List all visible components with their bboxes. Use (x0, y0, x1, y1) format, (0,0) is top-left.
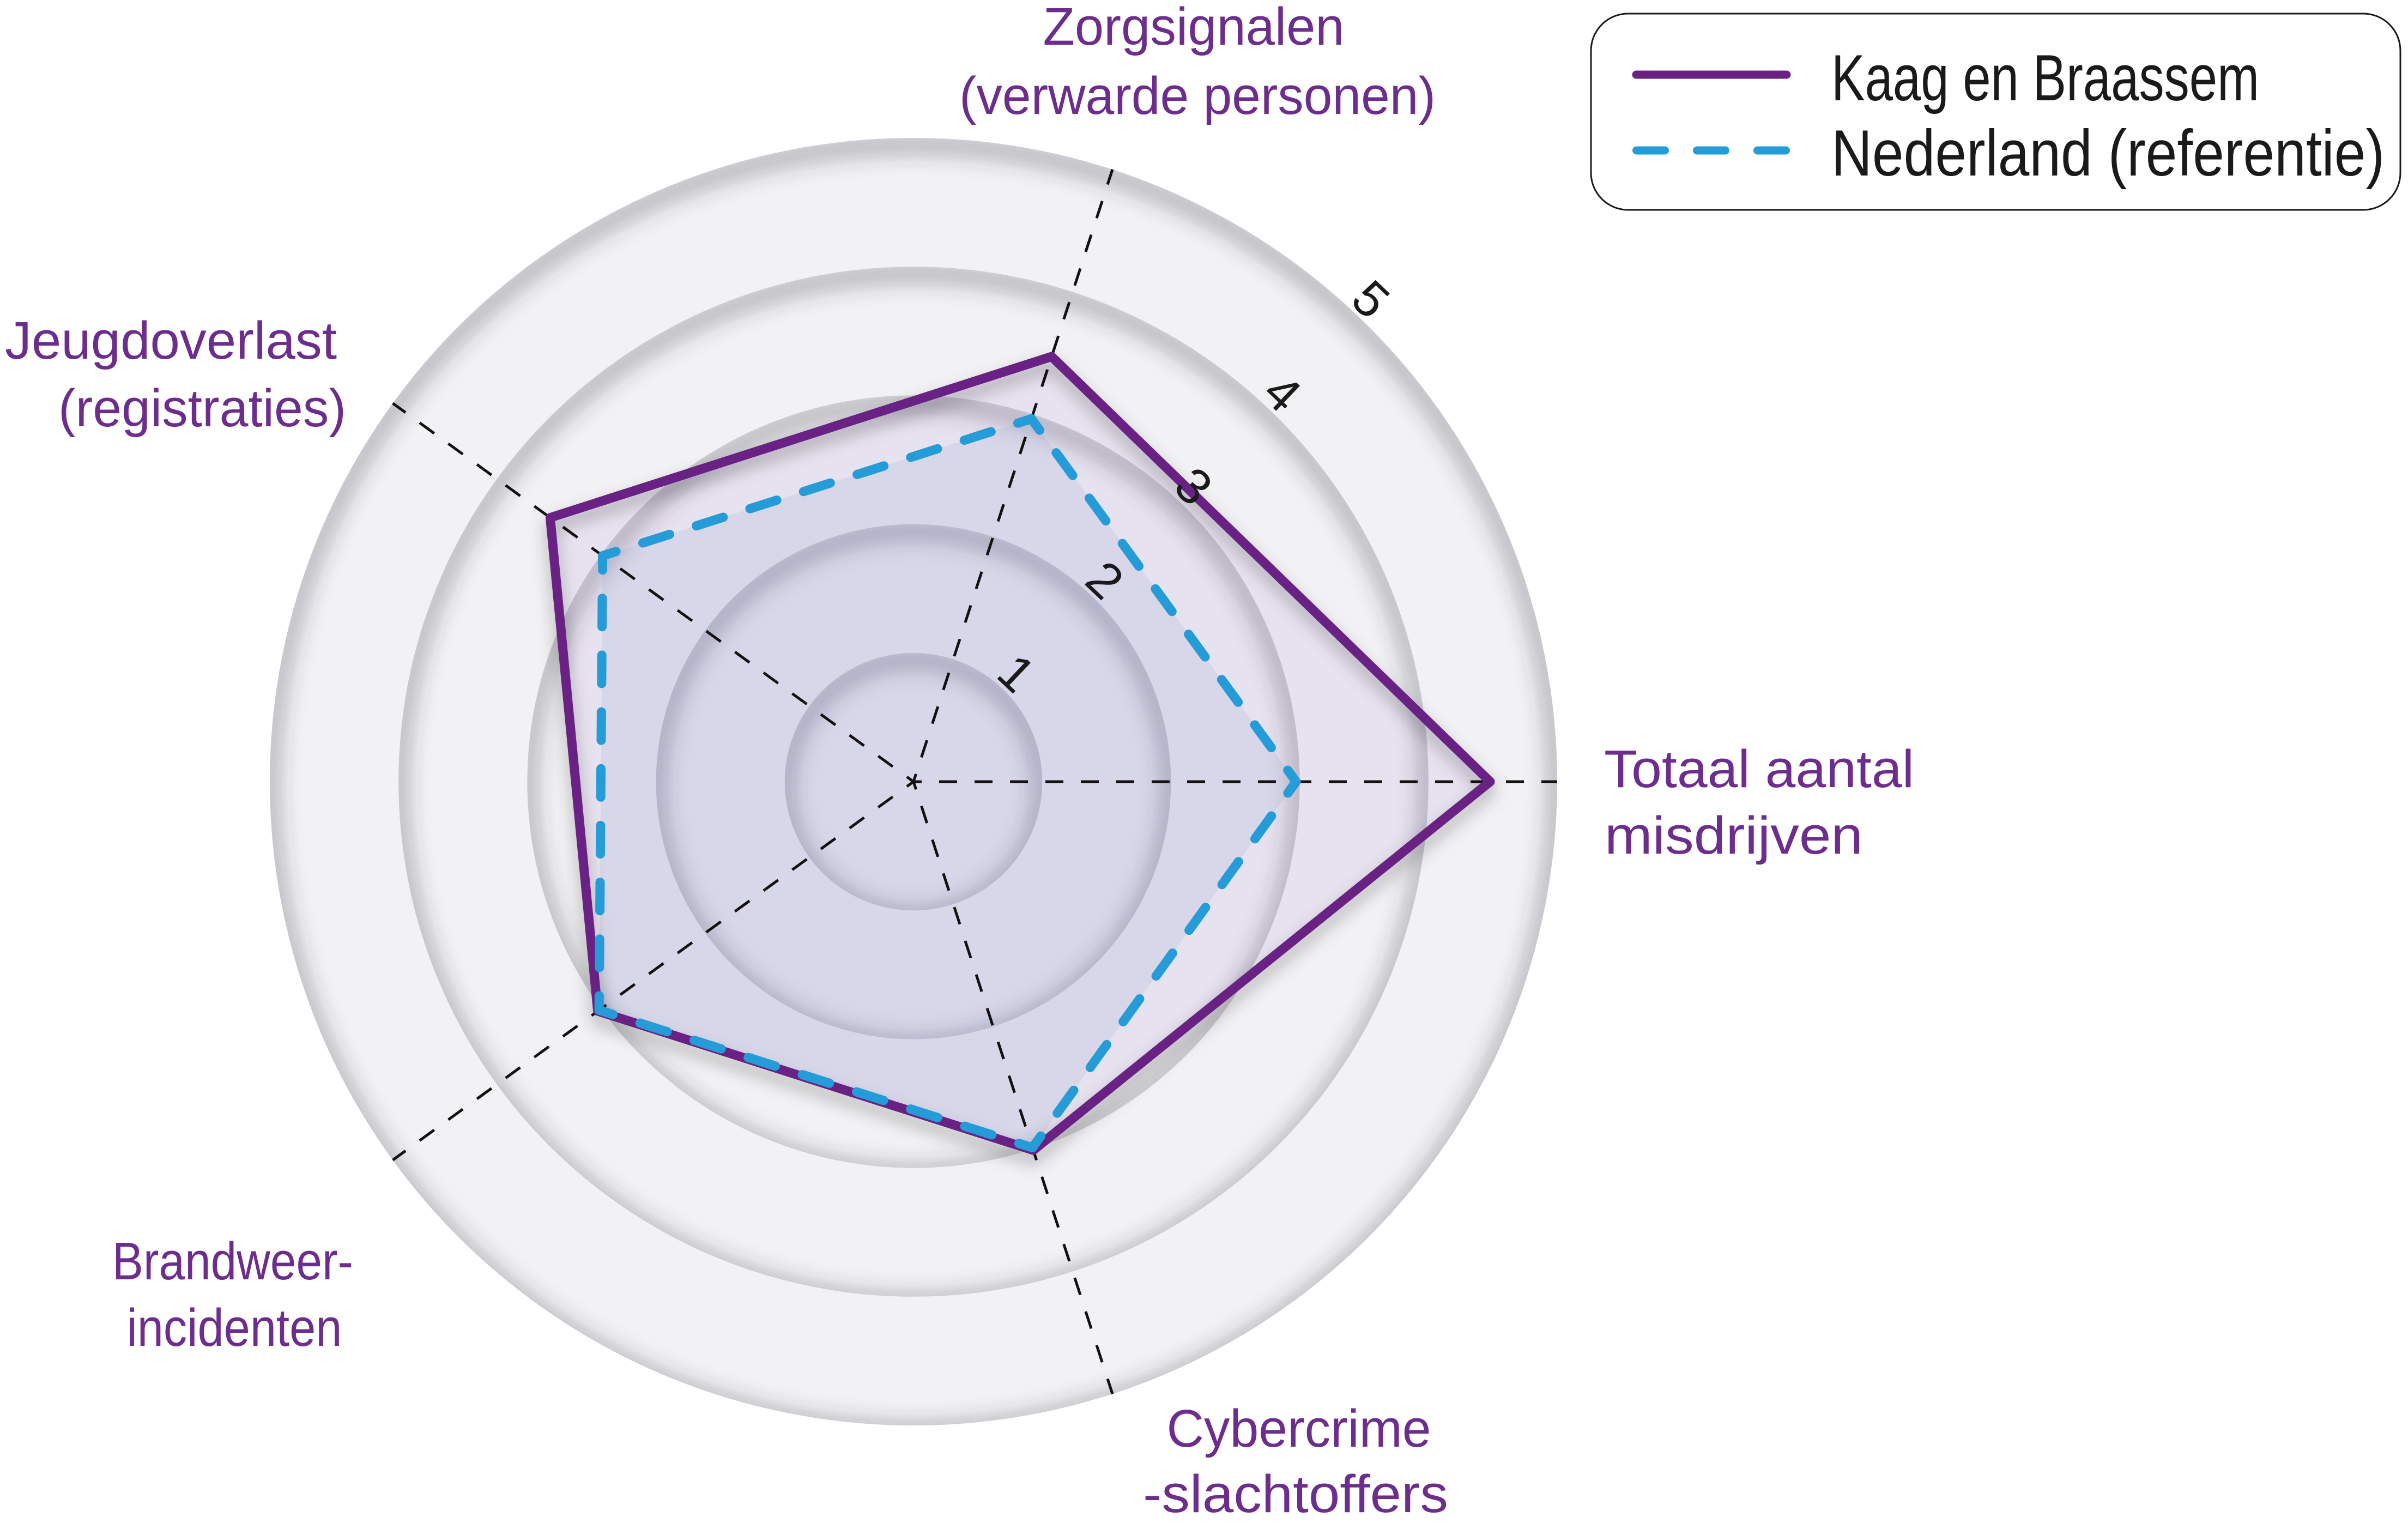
svg-text:Brandweer-: Brandweer- (112, 1231, 353, 1291)
svg-text:Jeugdoverlast: Jeugdoverlast (5, 311, 337, 370)
svg-text:Nederland (referentie): Nederland (referentie) (1831, 117, 2385, 190)
svg-text:-slachtoffers: -slachtoffers (1143, 1464, 1448, 1523)
svg-text:Zorgsignalen: Zorgsignalen (1043, 0, 1345, 56)
svg-text:Kaag en Braassem: Kaag en Braassem (1831, 41, 2259, 114)
svg-text:Cybercrime: Cybercrime (1167, 1399, 1431, 1458)
svg-text:misdrijven: misdrijven (1605, 806, 1863, 865)
svg-text:(registraties): (registraties) (58, 378, 346, 438)
svg-text:Totaal aantal: Totaal aantal (1604, 739, 1914, 799)
svg-text:incidenten: incidenten (127, 1298, 342, 1357)
svg-text:(verwarde personen): (verwarde personen) (959, 66, 1436, 125)
